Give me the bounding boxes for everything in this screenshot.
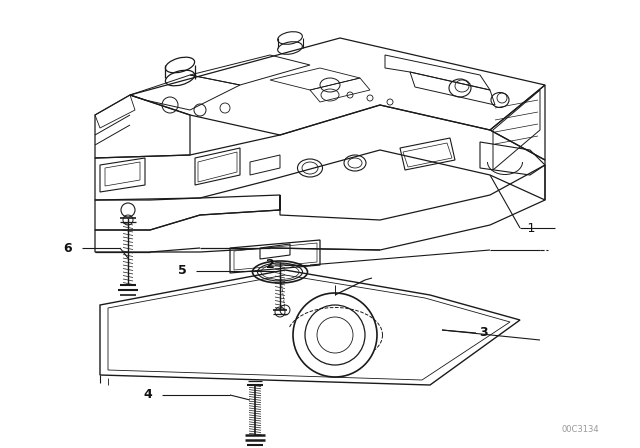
Text: 5: 5 (178, 263, 186, 276)
Text: 2: 2 (266, 258, 275, 271)
Text: 4: 4 (143, 388, 152, 401)
Text: 00C3134: 00C3134 (561, 426, 599, 435)
Text: -1: -1 (524, 221, 536, 234)
Text: 3: 3 (480, 327, 488, 340)
Text: 6: 6 (64, 241, 72, 254)
